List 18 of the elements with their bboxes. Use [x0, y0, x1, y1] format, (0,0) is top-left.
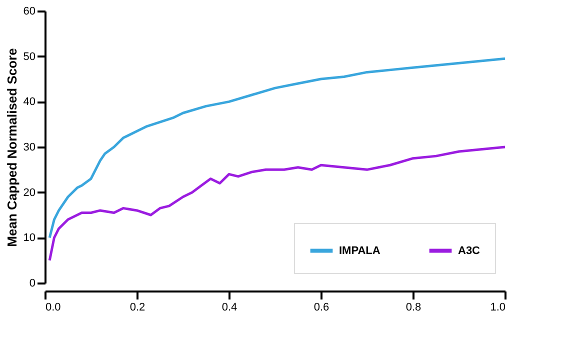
x-tick-label: 0.4	[222, 302, 238, 314]
line-series	[48, 146, 506, 262]
y-tick-label: 20	[23, 186, 36, 199]
y-tick-label: 50	[23, 50, 36, 63]
x-tick-label: 1.0	[490, 302, 506, 314]
y-tick-label: 0	[29, 278, 36, 290]
line-series	[48, 57, 506, 239]
y-tick-label: 30	[23, 142, 36, 154]
y-tick-label: 40	[23, 96, 36, 108]
y-tick-label: 10	[23, 232, 36, 244]
y-axis-title: Mean Capped Normalised Score	[4, 48, 20, 247]
legend-label: A3C	[458, 244, 480, 257]
x-tick-label: 0.8	[406, 302, 422, 314]
y-tick-label: 60	[23, 6, 36, 18]
x-tick-label: 0.0	[46, 302, 61, 314]
x-tick-label: 0.2	[130, 302, 146, 314]
legend-label: IMPALA	[339, 244, 380, 257]
x-tick-label: 0.6	[314, 302, 330, 314]
